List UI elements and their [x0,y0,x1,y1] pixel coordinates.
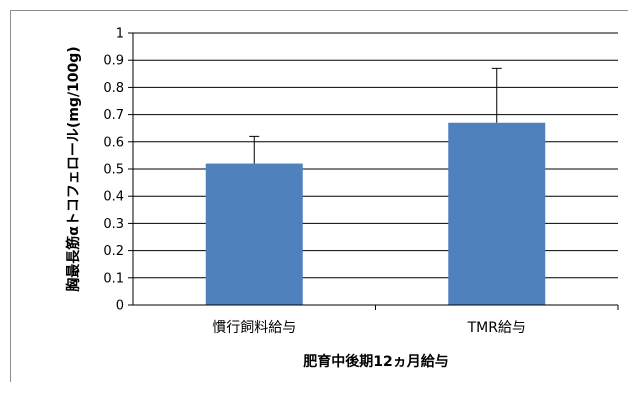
bar [448,122,546,305]
x-category-labels: 慣行飼料給与 TMR給与 [212,319,526,336]
y-tick-label: 0.1 [103,271,124,286]
y-tick-label: 0.9 [103,54,124,69]
error-bars [249,67,502,164]
bar [205,163,303,305]
x-axis-title: 肥育中後期12ヵ月給与 [303,353,448,370]
y-tick-label: 0.6 [103,135,124,150]
y-axis-title: 胸最長筋αトコフェロール(mg/100g) [65,46,82,291]
y-tick-label: 0.3 [103,217,124,232]
axes [128,32,619,310]
chart-frame [10,10,628,382]
y-tick-label: 0.8 [103,81,124,96]
y-tick-label: 0.4 [103,190,124,205]
y-tick-labels: 0 0.1 0.2 0.3 0.4 0.5 0.6 0.7 0.8 0.9 1 [103,27,124,314]
y-tick-label: 0.7 [103,108,124,123]
y-tick-label: 0.5 [103,163,124,178]
x-category-label: 慣行飼料給与 [212,319,296,336]
x-category-label: TMR給与 [467,320,526,336]
y-tick-label: 0.2 [103,244,124,259]
y-tick-label: 1 [116,27,124,42]
bars [205,122,546,305]
y-tick-label: 0 [116,299,124,314]
